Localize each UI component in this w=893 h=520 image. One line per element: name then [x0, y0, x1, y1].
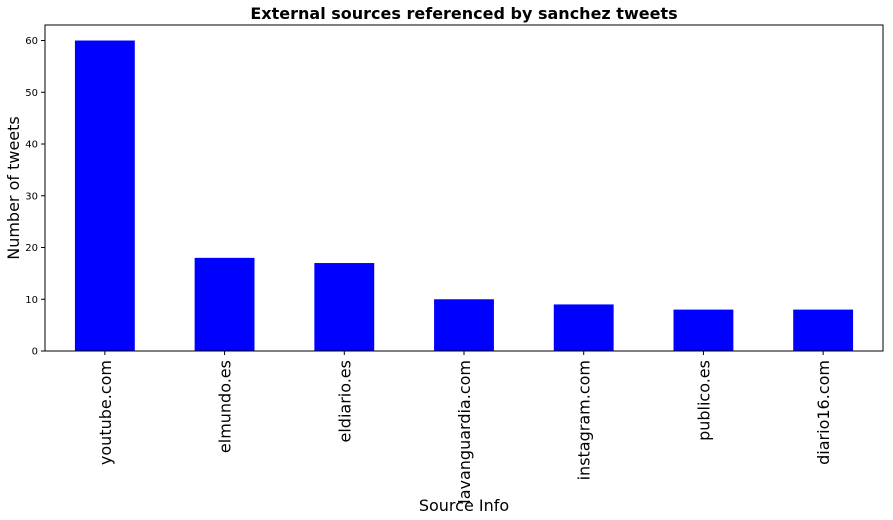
x-tick-label: instagram.com	[575, 360, 594, 480]
bars	[74, 40, 854, 352]
x-tick-label: publico.es	[694, 360, 713, 441]
plot-frame	[44, 24, 884, 352]
x-tick-label: youtube.com	[96, 360, 115, 465]
bar-diario16.com	[793, 309, 854, 351]
bar-eldiario.es	[314, 263, 375, 351]
x-tick-label: eldiario.es	[335, 360, 354, 443]
x-tick-label: elmundo.es	[216, 360, 235, 453]
chart-title: External sources referenced by sanchez t…	[250, 4, 677, 23]
y-tick-label: 0	[32, 347, 38, 358]
y-tick-label: 10	[25, 295, 38, 306]
x-axis-label: Source Info	[419, 496, 509, 515]
y-tick-label: 30	[25, 191, 38, 202]
bar-youtube.com	[74, 40, 135, 352]
x-axis-ticks: youtube.com elmundo.es eldiario.es lavangua…	[96, 351, 833, 504]
y-tick-label: 50	[25, 88, 38, 99]
y-tick-label: 20	[25, 243, 38, 254]
y-axis-ticks: 0 10 20 30 40 50 60	[25, 36, 45, 358]
y-axis-label: Number of tweets	[4, 116, 23, 260]
x-tick-label: diario16.com	[814, 360, 833, 465]
bar-instagram.com	[553, 304, 614, 351]
bar-elmundo.es	[194, 257, 255, 351]
x-tick-label: lavanguardia.com	[455, 360, 474, 504]
y-tick-label: 60	[25, 36, 38, 47]
bar-lavanguardia.com	[434, 299, 494, 351]
bar-publico.es	[673, 309, 734, 351]
y-tick-label: 40	[25, 140, 38, 151]
